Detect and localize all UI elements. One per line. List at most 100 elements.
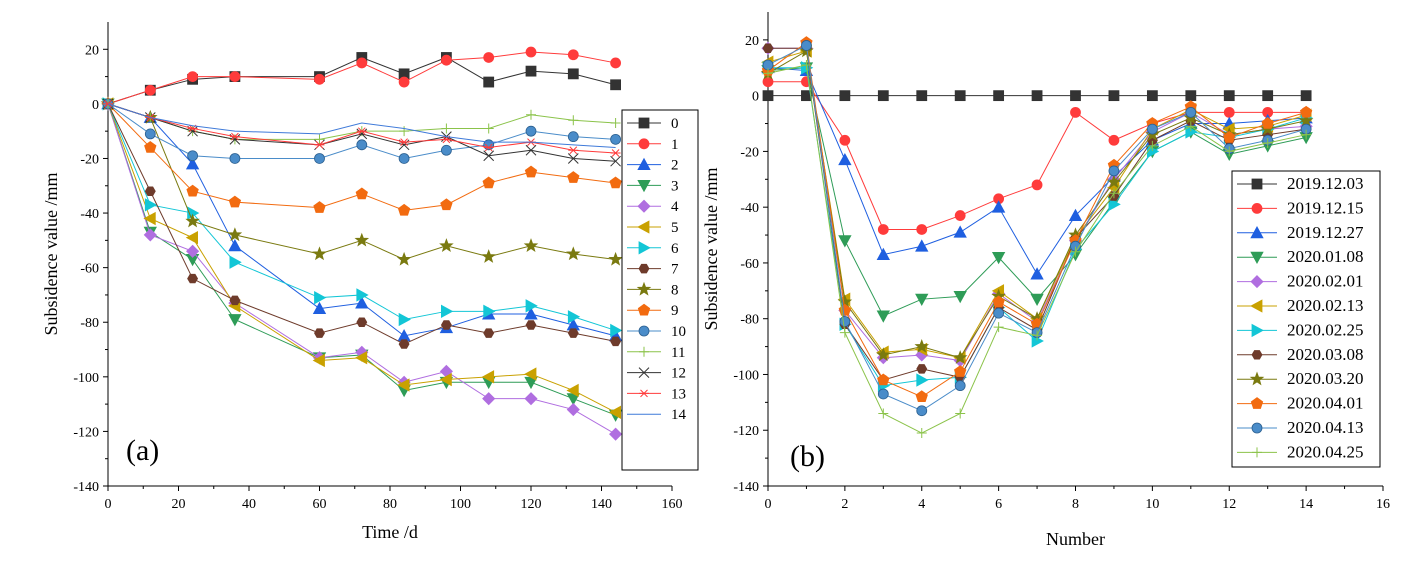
data-point [187, 71, 199, 82]
series-line [768, 81, 1307, 230]
y-tick-label: -60 [740, 257, 759, 272]
x-tick-label: 20 [172, 497, 186, 512]
y-tick-label: -140 [733, 480, 759, 495]
data-point [481, 249, 496, 263]
series-2020.01.08 [761, 62, 1313, 323]
data-point [483, 143, 494, 152]
legend-marker [1251, 323, 1264, 338]
data-point [954, 365, 967, 377]
x-tick-label: 40 [242, 497, 256, 512]
data-point [399, 126, 410, 137]
legend-marker [1250, 251, 1264, 265]
data-point [228, 238, 242, 252]
data-point [524, 367, 537, 381]
data-point [482, 392, 496, 406]
data-point [1030, 293, 1044, 307]
series-line [107, 103, 616, 149]
series-7 [102, 99, 622, 349]
x-tick-label: 14 [1299, 497, 1313, 512]
series-line [107, 103, 616, 159]
data-point [876, 347, 891, 362]
data-point [608, 251, 623, 266]
y-tick-label: -140 [73, 480, 99, 495]
data-point [991, 200, 1006, 213]
data-point [185, 157, 200, 170]
data-point [525, 299, 538, 313]
data-point [954, 380, 966, 392]
data-point [567, 171, 580, 183]
data-point [356, 57, 368, 69]
y-tick-label: -40 [740, 201, 759, 216]
legend-marker [638, 117, 650, 129]
data-point [838, 152, 852, 166]
series-6 [102, 97, 623, 338]
x-axis-label: Number [1046, 529, 1105, 549]
legend-marker [1250, 397, 1264, 409]
data-point [483, 76, 495, 88]
data-point [354, 232, 370, 247]
legend-marker [638, 241, 651, 255]
data-point [229, 153, 241, 164]
data-point [609, 427, 623, 441]
data-point [439, 238, 454, 252]
y-tick-label: -20 [740, 145, 759, 160]
legend-entry: 3 [671, 178, 679, 194]
x-tick-label: 2 [841, 497, 848, 512]
x-tick-label: 8 [1072, 497, 1079, 512]
data-point [483, 304, 496, 318]
legend-entry: 2020.03.08 [1287, 345, 1364, 364]
data-point [1223, 90, 1235, 102]
data-point [143, 228, 157, 242]
x-axis-label: Time /d [362, 522, 418, 542]
data-point [526, 109, 536, 120]
data-point [1185, 121, 1196, 132]
data-point [916, 373, 929, 387]
legend-entry: 0 [671, 116, 679, 132]
data-point [1108, 90, 1120, 102]
series-9 [101, 97, 622, 216]
data-point [1070, 90, 1081, 102]
legend-entry: 14 [671, 407, 687, 423]
data-point [914, 338, 930, 353]
data-point [915, 390, 928, 403]
y-axis-label: Subsidence value /mm [701, 168, 721, 331]
data-point [143, 211, 156, 226]
data-point [398, 153, 410, 164]
data-point [1299, 105, 1313, 118]
data-point [354, 351, 368, 365]
legend-marker [638, 325, 650, 337]
data-point [877, 224, 889, 235]
data-point [762, 90, 774, 102]
data-point [876, 247, 890, 260]
legend-marker [637, 220, 650, 234]
y-tick-label: -120 [733, 424, 759, 439]
legend-marker [638, 367, 650, 378]
data-point [839, 316, 851, 327]
data-point [567, 68, 579, 80]
data-point [525, 125, 537, 137]
legend-entry: 7 [671, 262, 679, 278]
legend-marker [639, 389, 649, 398]
data-point [839, 90, 851, 102]
data-point [566, 246, 581, 261]
legend-marker [1250, 275, 1264, 289]
data-point [229, 295, 241, 306]
data-point [482, 176, 495, 189]
data-point [144, 198, 158, 212]
legend-entry: 2020.04.25 [1287, 442, 1364, 461]
data-point [1301, 129, 1312, 140]
data-point [144, 141, 157, 153]
legend-marker [637, 179, 651, 193]
data-point [398, 339, 410, 349]
data-point [356, 127, 367, 136]
data-point [1185, 90, 1197, 102]
data-point [801, 40, 812, 51]
y-tick-label: 0 [92, 98, 99, 113]
data-point [229, 71, 241, 82]
y-tick-label: -60 [80, 262, 99, 277]
data-point [523, 238, 539, 252]
legend-entry: 9 [671, 303, 679, 319]
data-point [483, 123, 494, 134]
data-point [801, 59, 812, 70]
